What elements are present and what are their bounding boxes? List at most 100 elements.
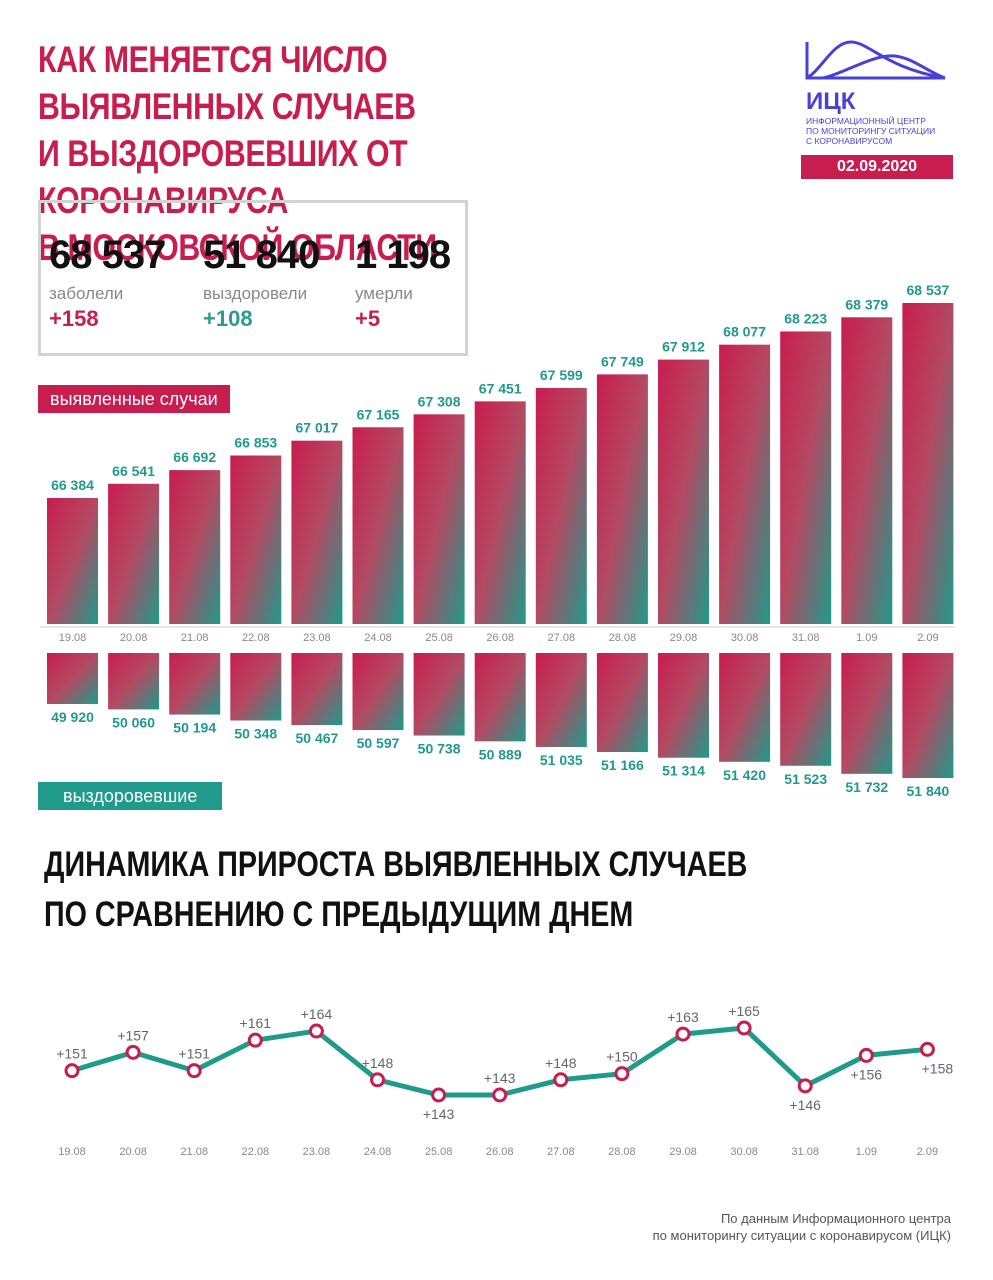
cases-bar — [535, 387, 587, 624]
cases-bar — [719, 344, 771, 624]
cases-value-label: 66 384 — [51, 477, 94, 493]
recovered-value-label: 51 523 — [784, 771, 827, 787]
growth-value-label: +143 — [484, 1070, 516, 1086]
growth-title-line-2: ПО СРАВНЕНИЮ С ПРЕДЫДУЩИМ ДНЕМ — [44, 895, 634, 934]
logo-sub-line: ПО МОНИТОРИНГУ СИТУАЦИИ — [806, 126, 936, 136]
recovered-bar — [47, 653, 98, 704]
footer-line: По данным Информационного центра — [720, 1211, 951, 1226]
cases-bar — [902, 303, 954, 624]
growth-value-label: +158 — [922, 1060, 954, 1076]
cases-value-label: 67 451 — [479, 380, 522, 396]
recovered-value-label: 49 920 — [51, 709, 94, 725]
recovered-bar — [841, 653, 893, 774]
recovered-bar — [352, 653, 404, 731]
recovered-bar — [413, 653, 465, 736]
date-tick-label: 23.08 — [303, 632, 331, 644]
date-tick-label: 28.08 — [608, 1146, 636, 1158]
recovered-value-label: 51 840 — [906, 783, 949, 799]
recovered-value-label: 50 738 — [418, 741, 461, 757]
recovered-bar — [230, 653, 282, 721]
stat-cases: 68 537 заболели +158 — [49, 233, 166, 332]
stat-deaths: 1 198 умерли +5 — [355, 233, 451, 332]
recovered-bar — [291, 653, 343, 726]
cases-bar — [108, 483, 160, 624]
recovered-bar — [780, 653, 832, 766]
recovered-tag: выздоровевшие — [38, 782, 223, 810]
recovered-value-label: 51 732 — [845, 779, 888, 795]
growth-value-label: +163 — [667, 1009, 699, 1025]
cases-recovered-bar-chart: 66 384 19.08 49 920 66 541 20.08 50 060 66 692… — [40, 282, 955, 799]
date-tick-label: 27.08 — [548, 632, 576, 644]
date-tick-label: 24.08 — [364, 632, 392, 644]
growth-point — [736, 1020, 752, 1036]
recovered-value-label: 51 314 — [662, 763, 705, 779]
date-tick-label: 31.08 — [791, 1146, 819, 1158]
date-tick-label: 28.08 — [609, 632, 637, 644]
stat-label: заболели — [49, 284, 124, 303]
recovered-bar — [596, 653, 648, 753]
cases-value-label: 68 379 — [845, 296, 888, 312]
logo-name: ИЦК — [806, 88, 856, 115]
growth-point — [858, 1047, 874, 1063]
date-tick-label: 31.08 — [792, 632, 820, 644]
date-tick-label: 25.08 — [425, 1146, 453, 1158]
cases-value-label: 67 912 — [662, 339, 705, 355]
growth-value-label: +148 — [362, 1055, 394, 1071]
stat-value: 1 198 — [355, 233, 451, 277]
recovered-value-label: 51 166 — [601, 757, 644, 773]
date-tick-label: 24.08 — [364, 1146, 392, 1158]
growth-value-label: +148 — [545, 1055, 577, 1071]
date-tick-label: 30.08 — [730, 1146, 758, 1158]
cases-bar — [413, 414, 465, 624]
title-line-2: И ВЫЗДОРОВЕВШИХ ОТ КОРОНАВИРУСА — [38, 133, 408, 221]
cases-bar — [291, 440, 343, 624]
stat-value: 51 840 — [203, 233, 320, 277]
growth-title-line-1: ДИНАМИКА ПРИРОСТА ВЫЯВЛЕННЫХ СЛУЧАЕВ — [44, 845, 748, 884]
source-footer: По данным Информационного центра по мони… — [653, 1210, 951, 1244]
growth-value-label: +156 — [851, 1066, 883, 1082]
cases-bar — [169, 470, 221, 624]
cases-value-label: 67 749 — [601, 353, 644, 369]
stat-label: умерли — [355, 284, 413, 303]
date-tick-label: 27.08 — [547, 1146, 575, 1158]
date-tick-label: 22.08 — [242, 632, 270, 644]
cases-bar — [780, 331, 832, 624]
recovered-value-label: 50 597 — [357, 735, 400, 751]
date-tick-label: 30.08 — [731, 632, 759, 644]
date-tick-label: 29.08 — [670, 632, 698, 644]
growth-value-label: +165 — [728, 1003, 760, 1019]
growth-point — [308, 1023, 324, 1039]
stats-box: 68 537 заболели +158 51 840 выздоровели … — [38, 200, 468, 356]
daily-growth-line-chart: +151 19.08 +157 20.08 +151 21.08 +161 22.08 +164… — [56, 1003, 954, 1158]
cases-value-label: 67 017 — [295, 420, 338, 436]
growth-chart-title: ДИНАМИКА ПРИРОСТА ВЫЯВЛЕННЫХ СЛУЧАЕВ ПО … — [44, 840, 747, 940]
growth-point — [919, 1041, 935, 1057]
date-tick-label: 2.09 — [917, 632, 938, 644]
date-tick-label: 20.08 — [119, 1146, 147, 1158]
cases-value-label: 66 541 — [112, 463, 155, 479]
itsk-logo-icon — [805, 40, 946, 80]
cases-bar — [658, 359, 709, 624]
growth-point — [431, 1087, 447, 1103]
date-tick-label: 22.08 — [242, 1146, 270, 1158]
logo-sub-line: ИНФОРМАЦИОННЫЙ ЦЕНТР — [806, 116, 926, 126]
growth-point — [125, 1044, 141, 1060]
cases-bar — [474, 401, 526, 624]
date-tick-label: 20.08 — [120, 632, 148, 644]
date-badge: 02.09.2020 — [801, 155, 953, 179]
recovered-value-label: 51 420 — [723, 767, 766, 783]
date-tick-label: 1.09 — [856, 632, 877, 644]
stat-delta: +5 — [355, 306, 381, 331]
cases-bar — [841, 317, 893, 624]
date-tick-label: 19.08 — [59, 632, 87, 644]
logo-sub-line: С КОРОНАВИРУСОМ — [806, 136, 893, 146]
date-tick-label: 2.09 — [917, 1146, 938, 1158]
growth-value-label: +151 — [178, 1046, 210, 1062]
growth-value-label: +151 — [56, 1046, 88, 1062]
logo-subtitle: ИНФОРМАЦИОННЫЙ ЦЕНТР ПО МОНИТОРИНГУ СИТУ… — [806, 116, 966, 146]
growth-point — [797, 1078, 813, 1094]
date-tick-label: 21.08 — [181, 632, 209, 644]
stat-label: выздоровели — [203, 284, 308, 303]
growth-point — [64, 1063, 80, 1079]
date-tick-label: 1.09 — [856, 1146, 877, 1158]
